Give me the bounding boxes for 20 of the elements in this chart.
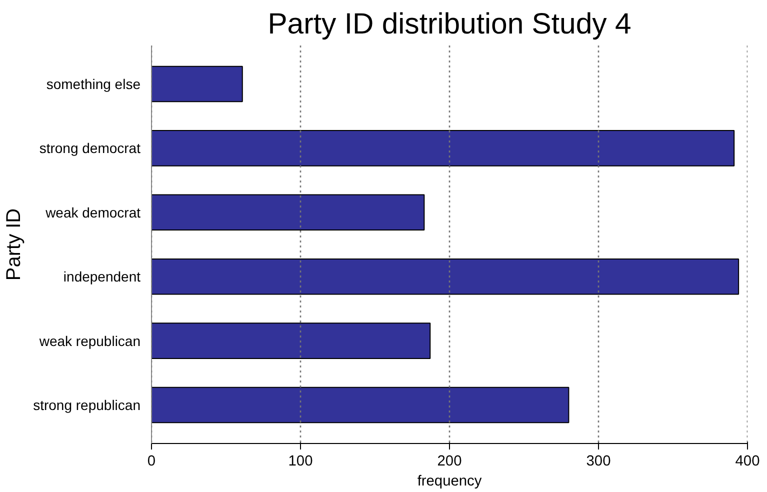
x-tick-label: 100 (288, 454, 313, 470)
y-tick-label: weak democrat (44, 204, 141, 220)
chart-title: Party ID distribution Study 4 (268, 8, 632, 40)
bar (152, 322, 431, 359)
y-tick-label: weak republican (38, 332, 140, 349)
y-tick-label: strong republican (33, 396, 141, 413)
bar (152, 66, 243, 102)
y-tick-label: independent (63, 268, 141, 285)
bar (152, 194, 425, 231)
x-tick-label: 400 (735, 454, 760, 470)
bar (152, 258, 740, 295)
bar (152, 130, 735, 166)
x-tick-label: 0 (147, 454, 156, 470)
x-tick-label: 200 (437, 454, 462, 470)
x-axis-title: frequency (417, 474, 482, 490)
y-tick-label: strong democrat (39, 140, 141, 156)
y-tick-label: something else (46, 76, 141, 92)
y-axis-title: Party ID (3, 208, 26, 281)
bar (152, 386, 570, 424)
x-tick-label: 300 (586, 454, 611, 470)
